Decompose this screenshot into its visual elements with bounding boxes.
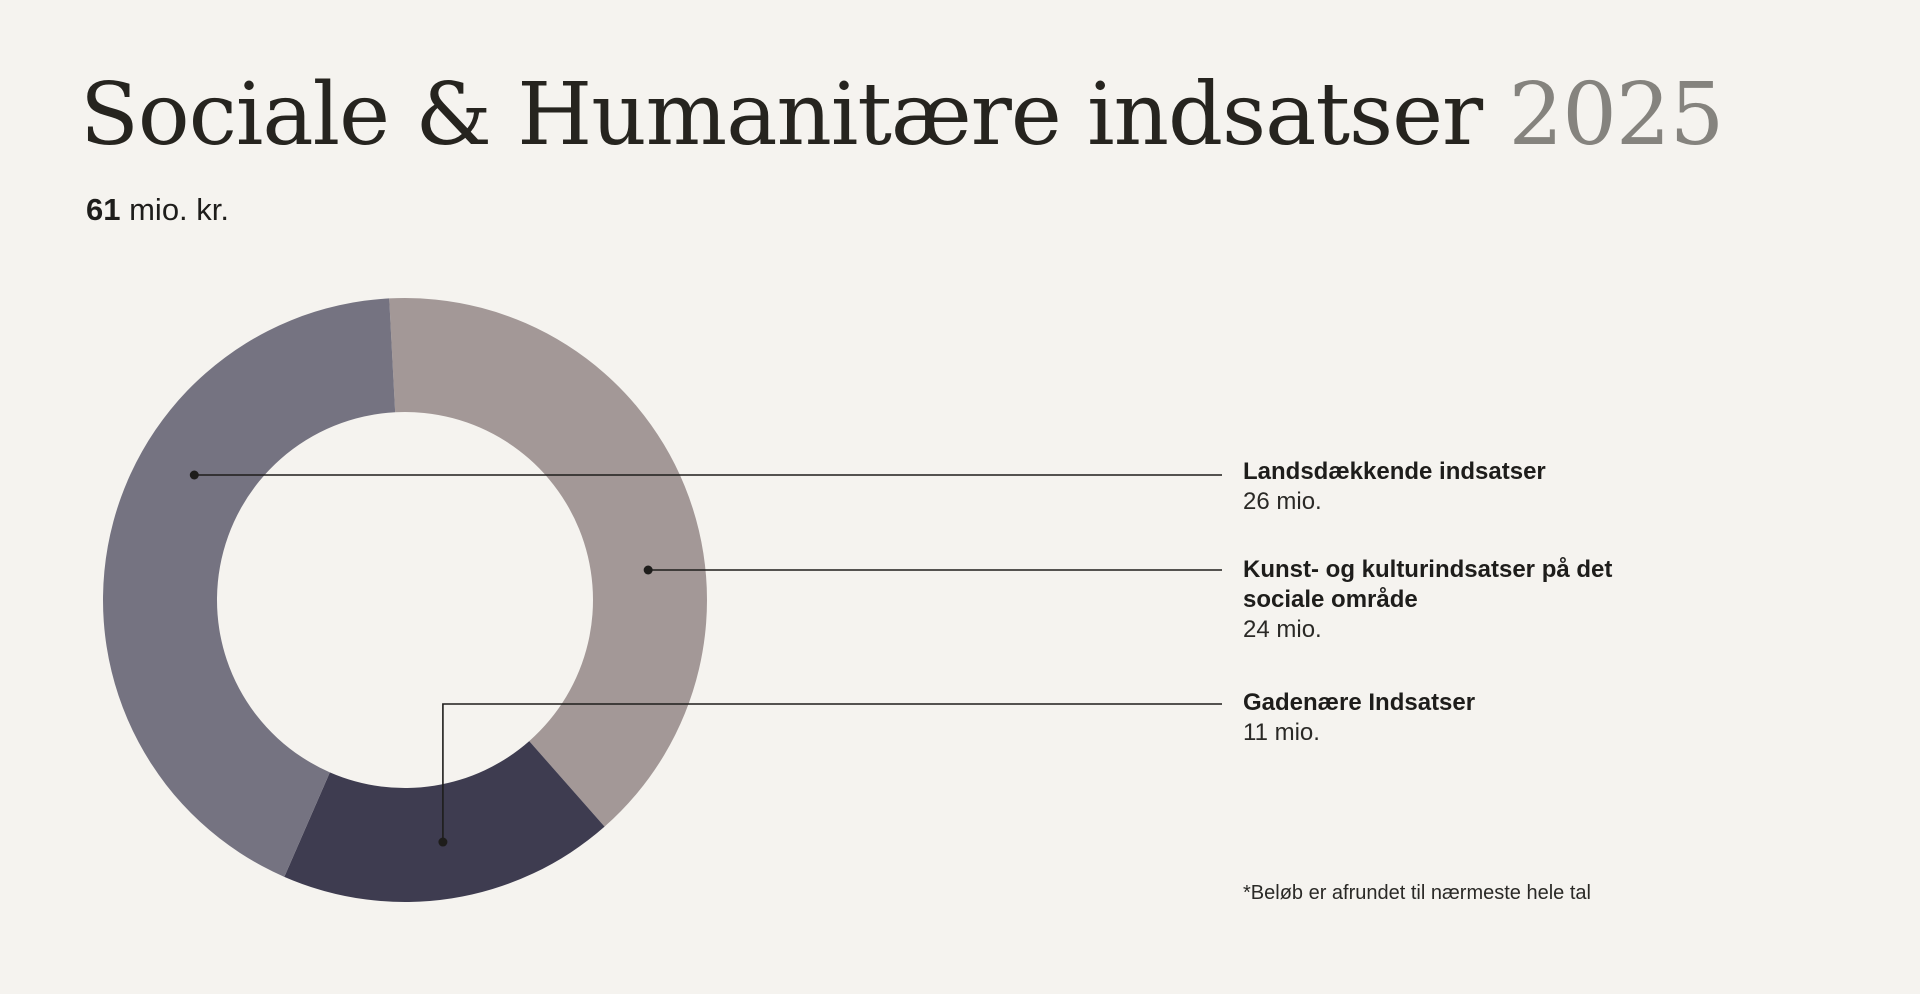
chart-title-main: Sociale & Humanitære indsatser xyxy=(80,65,1483,165)
donut-segment-kunst-og-kulturindsatser-p-det-sociale-omr-de xyxy=(389,298,708,827)
leader-dot-landsd-kkende-indsatser xyxy=(189,470,199,480)
legend-item-kunst-kultur: Kunst- og kulturindsatser på det sociale… xyxy=(1243,555,1673,645)
donut-segment-landsd-kkende-indsatser xyxy=(103,298,396,877)
total-amount: 61 mio. kr. xyxy=(86,192,229,228)
chart-title-year: 2025 xyxy=(1508,65,1725,165)
leader-line-gaden-re-indsatser xyxy=(442,703,1222,843)
legend-value: 24 mio. xyxy=(1243,616,1322,643)
footnote: *Beløb er afrundet til nærmeste hele tal xyxy=(1243,882,1591,904)
donut-segments xyxy=(103,298,708,902)
legend-name: Landsdækkende indsatser xyxy=(1243,458,1546,485)
total-number: 61 xyxy=(86,192,121,227)
legend-name: Gadenære Indsatser xyxy=(1243,689,1476,716)
chart-title: Sociale & Humanitære indsatser 2025 xyxy=(80,65,1725,165)
legend-name: Kunst- og kulturindsatser på det sociale… xyxy=(1243,556,1613,613)
legend-item-landsdaekkende: Landsdækkende indsatser 26 mio. xyxy=(1243,457,1683,517)
legend-item-gadenaere: Gadenære Indsatser 11 mio. xyxy=(1243,688,1683,748)
leader-dot-kunst-og-kulturindsatser-p-det-sociale-omr-de xyxy=(643,565,653,575)
donut-segment-gaden-re-indsatser xyxy=(284,741,605,902)
leader-lines xyxy=(189,470,1222,847)
legend-value: 11 mio. xyxy=(1243,719,1320,746)
leader-dot-gaden-re-indsatser xyxy=(438,837,448,847)
legend-value: 26 mio. xyxy=(1243,488,1322,515)
total-unit: mio. kr. xyxy=(129,192,230,227)
